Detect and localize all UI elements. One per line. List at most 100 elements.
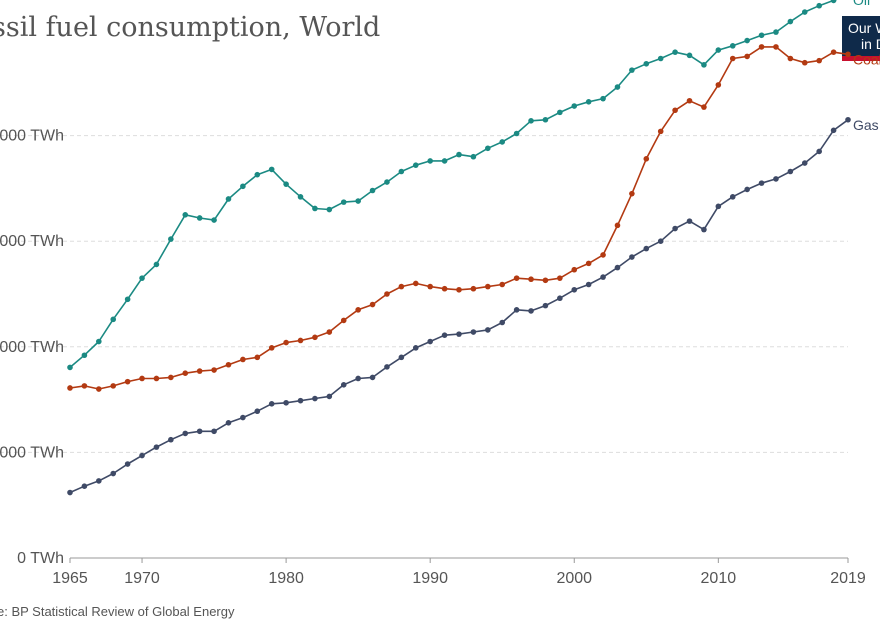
gas-data-point bbox=[340, 382, 347, 388]
oil-data-point bbox=[240, 183, 246, 190]
oil-data-point bbox=[499, 139, 506, 145]
coal-data-point bbox=[614, 222, 621, 229]
coal-data-point bbox=[355, 307, 361, 313]
gas-data-point bbox=[542, 302, 549, 309]
gas-data-point bbox=[182, 430, 189, 437]
coal-data-point bbox=[268, 345, 275, 351]
x-tick-label: 1990 bbox=[412, 570, 448, 587]
oil-data-point bbox=[110, 316, 117, 323]
oil-data-point bbox=[470, 153, 477, 160]
coal-data-point bbox=[542, 277, 549, 284]
oil-data-point bbox=[585, 99, 592, 105]
oil-data-point bbox=[124, 296, 131, 303]
coal-data-point bbox=[312, 334, 318, 341]
oil-data-point bbox=[830, 0, 837, 4]
gas-data-point bbox=[485, 327, 491, 333]
oil-data-point bbox=[441, 158, 448, 164]
gas-data-point bbox=[499, 319, 506, 326]
gas-data-point bbox=[686, 218, 693, 224]
gas-series-line bbox=[69, 119, 849, 494]
gas-data-point bbox=[643, 245, 650, 252]
y-axis-ticks: 0 TWh 000 TWh 000 TWh 000 TWh 000 TWh bbox=[0, 128, 64, 567]
gas-data-point bbox=[384, 364, 390, 370]
coal-data-point bbox=[701, 104, 707, 110]
oil-data-point bbox=[672, 49, 678, 55]
gas-data-point bbox=[557, 295, 563, 302]
coal-data-point bbox=[398, 283, 405, 290]
coal-data-point bbox=[470, 285, 477, 292]
y-tick-label: 000 TWh bbox=[0, 339, 64, 356]
coal-data-point bbox=[283, 339, 289, 346]
gas-data-point bbox=[139, 452, 145, 459]
coal-data-point bbox=[557, 275, 563, 281]
gas-data-point bbox=[657, 238, 664, 244]
oil-data-point bbox=[456, 151, 462, 158]
oil-data-point bbox=[513, 130, 520, 137]
coal-data-point bbox=[326, 329, 333, 335]
coal-data-point bbox=[240, 356, 246, 363]
source-note: e: BP Statistical Review of Global Energ… bbox=[0, 604, 235, 619]
coal-data-point bbox=[427, 283, 433, 290]
oil-data-point bbox=[139, 275, 145, 281]
oil-data-point bbox=[225, 196, 232, 202]
coal-data-point bbox=[96, 386, 102, 392]
coal-data-point bbox=[744, 53, 750, 60]
gas-data-point bbox=[225, 420, 232, 426]
gas-data-point bbox=[369, 374, 376, 381]
coal-data-point bbox=[384, 291, 390, 297]
series-labels: Oil Coal Gas bbox=[853, 0, 880, 133]
oil-data-point bbox=[81, 352, 88, 359]
y-tick-label: 000 TWh bbox=[0, 444, 64, 461]
coal-data-point bbox=[254, 354, 261, 361]
gas-data-point bbox=[326, 393, 333, 400]
gas-data-point bbox=[758, 180, 765, 186]
coal-data-point bbox=[67, 385, 73, 391]
gas-data-point bbox=[168, 436, 174, 443]
oil-data-point bbox=[96, 338, 102, 345]
gas-data-point bbox=[254, 408, 261, 415]
gas-data-point bbox=[629, 254, 635, 260]
coal-data-point bbox=[139, 375, 145, 382]
y-tick-label: 000 TWh bbox=[0, 233, 64, 250]
oil-data-point bbox=[67, 364, 73, 371]
oil-data-point bbox=[571, 103, 578, 109]
coal-data-point bbox=[196, 368, 203, 374]
gas-data-point bbox=[585, 281, 592, 288]
coal-data-point bbox=[715, 82, 722, 88]
coal-data-point bbox=[513, 275, 520, 281]
x-tick-label: 2019 bbox=[830, 570, 866, 587]
oil-data-point bbox=[528, 118, 534, 124]
gas-data-point bbox=[672, 225, 678, 232]
gas-data-point bbox=[81, 483, 88, 489]
coal-data-point bbox=[456, 286, 462, 293]
coal-data-point bbox=[297, 337, 304, 344]
coal-data-point bbox=[168, 374, 174, 381]
oil-data-point bbox=[427, 158, 433, 164]
coal-data-point bbox=[845, 51, 851, 58]
gas-data-point bbox=[240, 414, 246, 421]
coal-data-point bbox=[441, 285, 448, 292]
coal-data-point bbox=[369, 301, 376, 308]
gas-data-point bbox=[110, 470, 117, 477]
oil-data-point bbox=[801, 9, 808, 15]
coal-data-point bbox=[499, 281, 506, 288]
oil-data-point bbox=[600, 95, 606, 102]
coal-series-line bbox=[69, 46, 849, 390]
gas-data-point bbox=[513, 307, 520, 313]
gas-data-point bbox=[153, 444, 160, 450]
coal-data-point bbox=[686, 97, 693, 104]
coal-data-point bbox=[571, 266, 578, 273]
oil-data-point bbox=[283, 181, 289, 187]
coal-data-point bbox=[153, 375, 160, 382]
oil-data-point bbox=[744, 37, 750, 44]
oil-data-point bbox=[297, 194, 304, 200]
coal-data-point bbox=[672, 107, 678, 114]
coal-data-point bbox=[729, 55, 736, 62]
gas-data-point bbox=[470, 329, 477, 335]
oil-data-point bbox=[182, 212, 189, 218]
gas-data-point bbox=[845, 116, 851, 123]
gas-data-point bbox=[456, 331, 462, 337]
coal-data-point bbox=[124, 378, 131, 385]
gas-data-point bbox=[816, 148, 822, 155]
coal-data-point bbox=[643, 156, 650, 162]
